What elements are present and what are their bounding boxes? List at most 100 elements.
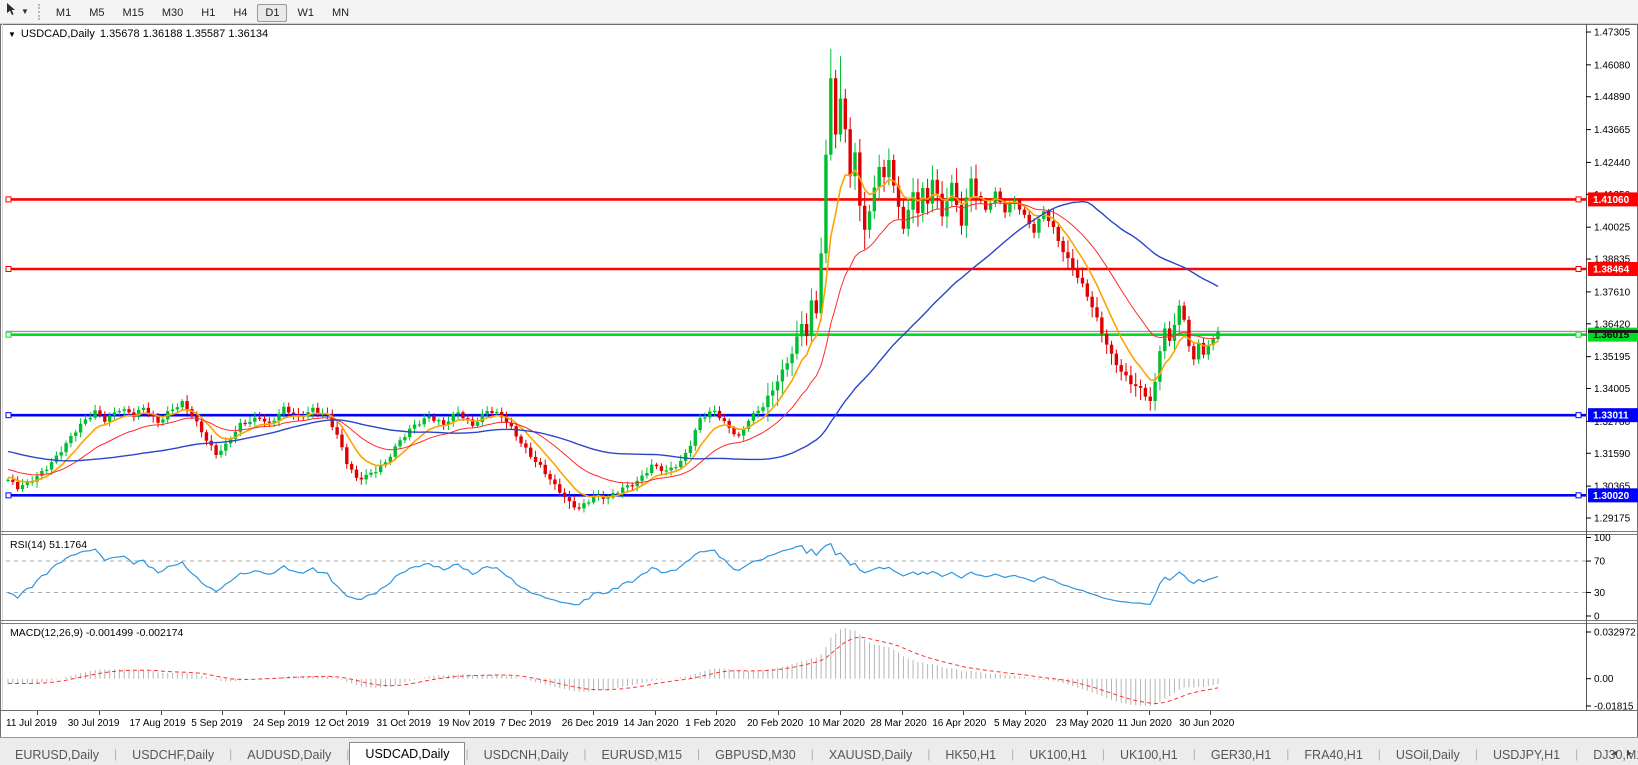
- price-line-label: 1.38464: [1593, 264, 1630, 275]
- chart-title: ▼ USDCAD,Daily 1.35678 1.36188 1.35587 1…: [8, 28, 268, 40]
- hline-handle[interactable]: [5, 196, 12, 203]
- moving-average-ema22[interactable]: [7, 202, 1219, 484]
- date-label: 28 Mar 2020: [870, 718, 927, 729]
- tab-scroll-right-icon[interactable]: ▸: [1626, 748, 1632, 759]
- date-tick-mark: [531, 711, 532, 715]
- timeframe-button-m15[interactable]: M15: [122, 6, 144, 19]
- tab-separator: |: [1011, 747, 1015, 761]
- hline-handle[interactable]: [1575, 265, 1582, 272]
- title-collapse-icon[interactable]: ▼: [8, 29, 16, 39]
- date-label: 12 Oct 2019: [314, 718, 370, 729]
- toolbar-grip: [37, 3, 40, 20]
- chart-tab-usdcnh-daily[interactable]: USDCNH,Daily: [483, 748, 569, 762]
- price-tick-label: 1.32780: [1594, 417, 1631, 428]
- date-label: 17 Aug 2019: [129, 718, 186, 729]
- timeframe-buttons: M1 M5 M15 M30 H1 H4 D1 W1 MN: [47, 3, 358, 22]
- tab-scroll-left-icon[interactable]: ◂: [1611, 748, 1617, 759]
- chart-tab-eurusd-daily[interactable]: EURUSD,Daily: [15, 748, 100, 762]
- macd-tick-label: 0.032972: [1594, 628, 1636, 639]
- horizontal-lines: [5, 196, 1586, 499]
- chart-tab-usdchf-daily[interactable]: USDCHF,Daily: [132, 748, 215, 762]
- time-axis[interactable]: 11 Jul 2019 30 Jul 2019 17 Aug 2019 5 Sep 2…: [0, 711, 1638, 737]
- chart-tab-eurusd-m15[interactable]: EURUSD,M15: [601, 748, 683, 762]
- timeframe-button-mn[interactable]: MN: [331, 6, 350, 19]
- date-label: 14 Jan 2020: [623, 718, 679, 729]
- chart-tab-audusd-daily[interactable]: AUDUSD,Daily: [247, 748, 332, 762]
- macd-tick-label: -0.01815: [1594, 702, 1634, 712]
- chart-tab-ger30-h1[interactable]: GER30,H1: [1210, 748, 1272, 762]
- chart-tab-hk50-h1[interactable]: HK50,H1: [945, 748, 997, 762]
- chart-tab-bar: EURUSD,Daily | USDCHF,Daily | AUDUSD,Daily | U…: [0, 737, 1638, 765]
- dropdown-caret-icon[interactable]: ▼: [21, 7, 29, 16]
- hline-handle[interactable]: [5, 412, 12, 419]
- date-tick-mark: [963, 711, 965, 715]
- cursor-tool-button[interactable]: ▼: [0, 2, 33, 21]
- tab-separator: |: [1192, 747, 1196, 761]
- price-tick-label: 1.38835: [1594, 255, 1631, 266]
- timeframe-button-m5[interactable]: M5: [89, 6, 105, 19]
- price-tick-label: 1.40025: [1594, 223, 1631, 234]
- cursor-tool-icon: [5, 2, 19, 21]
- price-axis[interactable]: 1.473051.460801.448901.436651.424401.412…: [1586, 28, 1638, 525]
- hline-handle[interactable]: [1575, 412, 1582, 419]
- macd-pane[interactable]: 0.032972 0.00 -0.01815: [7, 628, 1636, 712]
- moving-average-sma55[interactable]: [7, 200, 1219, 462]
- date-label: 23 May 2020: [1055, 718, 1114, 729]
- timeframe-button-h4[interactable]: H4: [233, 6, 248, 19]
- timeframe-button-w1[interactable]: W1: [297, 6, 314, 19]
- date-tick-mark: [345, 711, 347, 715]
- date-tick-mark: [901, 711, 903, 715]
- timeframe-button-d1[interactable]: D1: [257, 3, 288, 22]
- hline-handle[interactable]: [5, 492, 12, 499]
- rsi-pane[interactable]: 100 70 30 0: [6, 533, 1611, 623]
- chart-tab-usoil-daily[interactable]: USOil,Daily: [1395, 748, 1460, 762]
- tab-separator: |: [697, 747, 701, 761]
- timeframe-button-m30[interactable]: M30: [161, 6, 184, 19]
- date-label: 20 Feb 2020: [747, 718, 804, 729]
- price-tick-label: 1.31590: [1594, 449, 1631, 460]
- chart-tab-gbpusd-m30[interactable]: GBPUSD,M30: [715, 748, 796, 762]
- date-label: 30 Jul 2019: [67, 718, 120, 729]
- date-label: 7 Dec 2019: [500, 718, 552, 729]
- tab-separator: |: [927, 747, 931, 761]
- hline-handle[interactable]: [5, 331, 12, 338]
- price-tick-label: 1.47305: [1594, 28, 1631, 39]
- rsi-tick-label: 100: [1594, 533, 1611, 544]
- date-tick-mark: [716, 711, 718, 715]
- timeframe-button-m1[interactable]: M1: [55, 6, 72, 19]
- timeframe-button-h1[interactable]: H1: [201, 6, 216, 19]
- price-tick-label: 1.43665: [1594, 125, 1631, 136]
- rsi-indicator-label: RSI(14) 51.1764: [10, 539, 88, 551]
- date-tick-mark: [654, 711, 656, 715]
- hline-handle[interactable]: [1575, 492, 1582, 499]
- price-line-label: 1.33011: [1593, 411, 1629, 422]
- chart-tab-xauusd-daily[interactable]: XAUUSD,Daily: [828, 748, 913, 762]
- date-label: 5 Sep 2019: [191, 718, 243, 729]
- tab-separator: |: [1101, 747, 1106, 761]
- date-tick-mark: [222, 711, 224, 715]
- chart-ohlc-values: 1.35678 1.36188 1.35587 1.36134: [99, 28, 269, 40]
- price-tick-label: 1.46080: [1594, 60, 1631, 71]
- hline-handle[interactable]: [1575, 196, 1582, 203]
- price-line-label: 1.30020: [1593, 491, 1630, 502]
- moving-average-ema8[interactable]: [7, 168, 1219, 498]
- chart-tab-uk100-h1[interactable]: UK100,H1: [1120, 748, 1178, 762]
- date-label: 11 Jul 2019: [6, 718, 57, 729]
- hline-handle[interactable]: [1575, 331, 1582, 338]
- price-tick-label: 1.37610: [1594, 287, 1631, 298]
- chart-tab-uk100-h1[interactable]: UK100,H1: [1029, 748, 1087, 762]
- macd-indicator-label: MACD(12,26,9) -0.001499 -0.002174: [10, 627, 184, 639]
- chart-canvas[interactable]: 1.473051.460801.448901.436651.424401.412…: [0, 24, 1638, 711]
- price-tick-label: 1.35195: [1594, 352, 1631, 363]
- macd-tick-label: 0.00: [1594, 674, 1614, 685]
- chart-tab-usdjpy-h1[interactable]: USDJPY,H1: [1492, 748, 1561, 762]
- tab-separator: |: [465, 747, 469, 761]
- chart-tab-usdcad-daily[interactable]: USDCAD,Daily: [349, 742, 466, 765]
- chart-tab-fra40-h1[interactable]: FRA40,H1: [1304, 748, 1363, 762]
- chart-symbol-label: USDCAD,Daily: [20, 28, 95, 40]
- price-tick-label: 1.42440: [1594, 158, 1631, 169]
- price-tick-label: 1.36420: [1594, 319, 1631, 330]
- chart-tab-dj30-m15[interactable]: DJ30,M15: [1593, 748, 1638, 762]
- date-tick-mark: [98, 711, 100, 715]
- hline-handle[interactable]: [5, 265, 12, 272]
